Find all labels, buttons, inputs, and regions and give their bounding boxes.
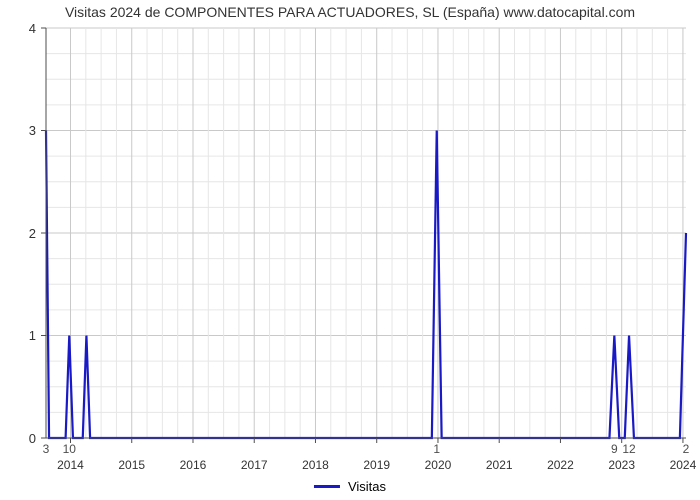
y-tick-label: 3 [29,123,36,138]
legend: Visitas [314,479,386,494]
x-tick-label: 2014 [57,458,84,472]
plot-svg [46,28,686,438]
legend-label: Visitas [348,479,386,494]
chart-container: Visitas 2024 de COMPONENTES PARA ACTUADO… [0,0,700,500]
x-tick-label: 2016 [180,458,207,472]
x-tick-label: 2021 [486,458,513,472]
secondary-x-label: 10 [63,442,76,456]
x-tick-label: 2019 [363,458,390,472]
x-tick-label: 2018 [302,458,329,472]
secondary-x-label: 3 [43,442,50,456]
plot-area [46,28,686,438]
secondary-x-label: 9 [611,442,618,456]
chart-title: Visitas 2024 de COMPONENTES PARA ACTUADO… [0,4,700,20]
secondary-x-label: 1 [433,442,440,456]
legend-swatch [314,485,340,488]
y-tick-label: 2 [29,226,36,241]
x-tick-label: 2015 [118,458,145,472]
y-tick-label: 0 [29,431,36,446]
x-tick-label: 2024 [670,458,697,472]
secondary-x-label: 12 [622,442,635,456]
x-tick-label: 2023 [608,458,635,472]
x-tick-label: 2020 [425,458,452,472]
x-tick-label: 2017 [241,458,268,472]
x-tick-label: 2022 [547,458,574,472]
y-tick-label: 1 [29,328,36,343]
y-tick-label: 4 [29,21,36,36]
secondary-x-label: 2 [683,442,690,456]
